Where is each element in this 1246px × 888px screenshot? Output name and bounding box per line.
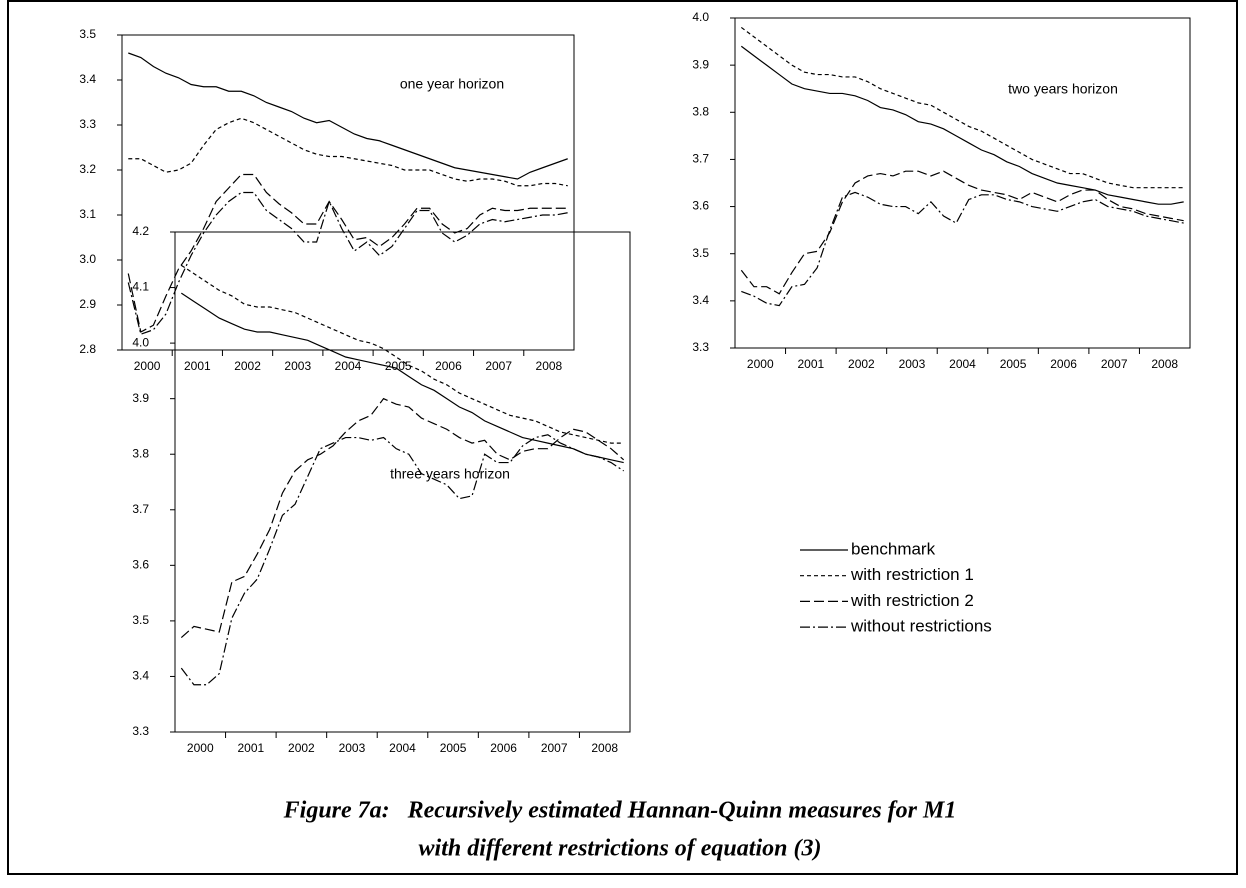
x-tick-label: 2002	[848, 357, 875, 371]
x-tick-label: 2001	[797, 357, 824, 371]
border	[7, 0, 1238, 875]
series-line	[128, 52, 568, 180]
x-tick-label: 2000	[747, 357, 774, 371]
y-tick-label: 3.2	[79, 162, 96, 176]
y-tick-label: 3.4	[692, 293, 709, 307]
series-line	[128, 117, 568, 187]
x-tick-label: 2004	[335, 359, 362, 373]
y-tick-label: 3.4	[79, 72, 96, 86]
x-tick-label: 2008	[536, 359, 563, 373]
y-tick-label: 4.0	[132, 335, 149, 349]
y-tick-label: 3.7	[132, 502, 149, 516]
legend-label: with restriction 1	[850, 565, 974, 584]
x-tick-label: 2002	[234, 359, 261, 373]
annotation: one year horizon	[400, 76, 504, 92]
annotation: two years horizon	[1008, 81, 1118, 97]
y-tick-label: 3.3	[692, 340, 709, 354]
x-tick-label: 2006	[435, 359, 462, 373]
x-tick-label: 2000	[134, 359, 161, 373]
legend-label: without restrictions	[850, 617, 992, 636]
y-tick-label: 3.4	[132, 669, 149, 683]
y-tick-label: 3.6	[692, 199, 709, 213]
series-line	[740, 170, 1184, 295]
series-line	[740, 45, 1184, 205]
y-tick-label: 3.5	[692, 246, 709, 260]
y-tick-label: 3.3	[79, 117, 96, 131]
x-tick-label: 2008	[591, 741, 618, 755]
y-tick-label: 3.5	[132, 613, 149, 627]
x-tick-label: 2005	[440, 741, 467, 755]
y-tick-label: 3.1	[79, 207, 96, 221]
y-tick-label: 4.0	[692, 10, 709, 24]
y-tick-label: 3.8	[132, 446, 149, 460]
x-tick-label: 2005	[1000, 357, 1027, 371]
plot-frame	[174, 231, 631, 733]
y-tick-label: 3.0	[79, 252, 96, 266]
y-tick-label: 4.1	[132, 280, 149, 294]
series-line	[127, 191, 568, 336]
legend-label: benchmark	[851, 539, 936, 558]
plot-frame	[121, 34, 575, 351]
legend-label: with restriction 2	[850, 591, 974, 610]
x-tick-label: 2007	[1101, 357, 1128, 371]
y-tick-label: 2.8	[79, 342, 96, 356]
x-tick-label: 2007	[485, 359, 512, 373]
series-line	[741, 191, 1184, 307]
series-line	[180, 434, 625, 686]
caption-line: with different restrictions of equation …	[419, 836, 822, 862]
annotation: three years horizon	[390, 466, 510, 482]
x-tick-label: 2007	[541, 741, 568, 755]
y-tick-label: 3.3	[132, 724, 149, 738]
x-tick-label: 2001	[237, 741, 264, 755]
series-line	[180, 397, 625, 639]
y-tick-label: 3.5	[79, 27, 96, 41]
x-tick-label: 2004	[389, 741, 416, 755]
y-tick-label: 3.9	[132, 391, 149, 405]
x-tick-label: 2006	[1050, 357, 1077, 371]
caption-line: Figure 7a: Recursively estimated Hannan-…	[283, 798, 957, 824]
series-line	[180, 292, 624, 464]
series-line	[127, 173, 568, 333]
x-tick-label: 2001	[184, 359, 211, 373]
series-line	[180, 264, 624, 444]
x-tick-label: 2002	[288, 741, 315, 755]
y-tick-label: 3.8	[692, 104, 709, 118]
x-tick-label: 2000	[187, 741, 214, 755]
y-tick-label: 3.9	[692, 57, 709, 71]
x-tick-label: 2003	[899, 357, 926, 371]
x-tick-label: 2004	[949, 357, 976, 371]
x-tick-label: 2003	[339, 741, 366, 755]
y-tick-label: 4.2	[132, 224, 149, 238]
x-tick-label: 2006	[490, 741, 517, 755]
y-tick-label: 2.9	[79, 297, 96, 311]
y-tick-label: 3.6	[132, 558, 149, 572]
y-tick-label: 3.7	[692, 152, 709, 166]
x-tick-label: 2008	[1151, 357, 1178, 371]
x-tick-label: 2003	[284, 359, 311, 373]
plot-frame	[734, 17, 1191, 349]
series-line	[740, 26, 1184, 189]
